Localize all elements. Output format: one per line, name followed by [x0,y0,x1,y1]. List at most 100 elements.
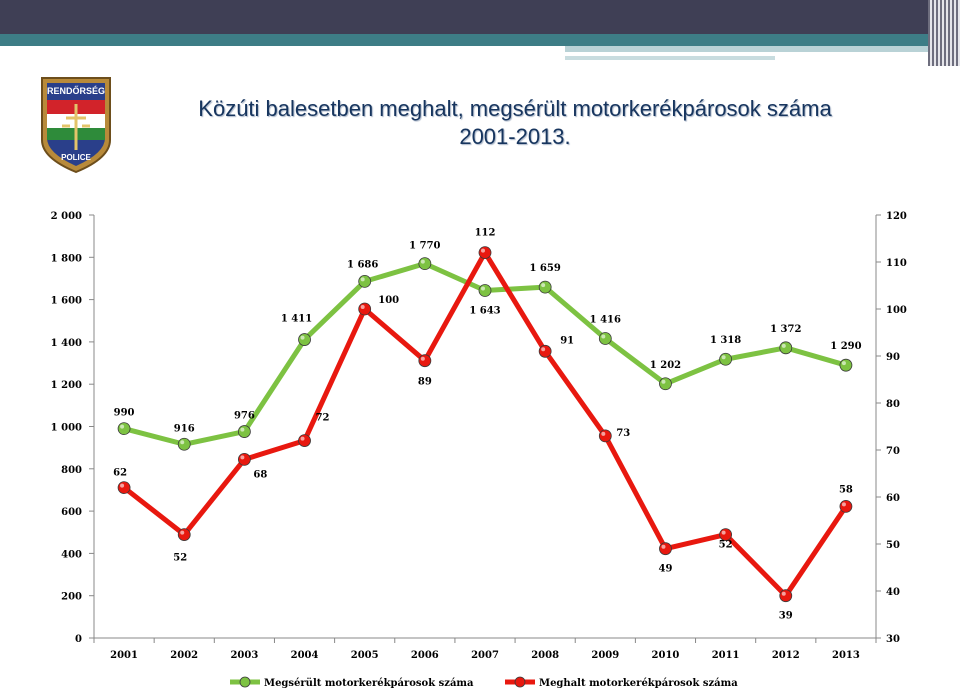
chart-axes: 0 200 400 600 800 1 000 1 200 1 400 1 600 1 800 2 … [51,211,907,661]
y-left-tick-label: 800 [61,465,82,476]
killed-point-highlight [120,483,125,488]
title-line-1: Közúti balesetben meghalt, megsérült mot… [198,96,832,121]
killed-point [839,499,853,513]
killed-data-label: 39 [779,611,793,622]
killed-point [177,528,191,542]
killed-point-highlight [180,530,185,535]
injured-data-label: 1 643 [469,306,500,317]
x-tick-label: 2005 [351,650,379,661]
killed-line [122,250,848,599]
page-title: Közúti balesetben meghalt, megsérült mot… [130,95,900,151]
injured-point [117,422,131,436]
teal-stripe-light [565,46,930,52]
injured-data-label: 916 [174,423,195,434]
killed-point [538,344,552,358]
injured-point [598,332,612,345]
x-tick-label: 2002 [170,650,198,661]
teal-stripe [0,34,930,46]
killed-data-label: 62 [113,468,127,479]
killed-point-highlight [841,502,846,507]
injured-data-label: 1 411 [281,314,312,325]
killed-data-label: 91 [560,335,574,346]
legend-killed-label: Meghalt motorkerékpárosok száma [539,678,738,689]
killed-data-label: 58 [839,484,853,495]
chart-legend: Megsérült motorkerékpárosok száma Meghalt… [230,676,738,689]
killed-data-label: 89 [418,377,432,388]
x-tick-label: 2011 [712,650,740,661]
injured-point-highlight [541,283,546,288]
killed-point-highlight [541,347,546,352]
y-left-tick-label: 1 600 [51,296,82,307]
injured-point-highlight [661,379,666,384]
killed-point-highlight [360,305,365,309]
injured-point [237,425,251,438]
killed-data-label: 52 [719,540,733,551]
injured-point [839,358,853,372]
x-tick-label: 2003 [230,650,258,661]
killed-point-highlight [420,356,425,361]
injured-point [418,257,432,271]
x-tick-label: 2010 [652,650,680,661]
killed-data-label: 49 [659,564,673,575]
y-left-tick-label: 400 [61,549,82,560]
x-tick-label: 2009 [591,650,619,661]
injured-point-highlight [300,335,305,340]
injured-point-highlight [781,343,786,348]
x-tick-label: 2013 [832,650,860,661]
x-tick-label: 2004 [291,650,319,661]
legend-killed-swatch-point [514,676,526,688]
x-tick-label: 2006 [411,650,439,661]
killed-point [117,481,131,495]
corner-stripes [928,0,960,66]
killed-data-label: 72 [316,413,330,424]
killed-data-label: 100 [378,295,399,306]
series-killed [117,246,853,603]
injured-point [538,280,552,294]
y-right-tick-label: 120 [886,211,907,222]
injured-data-label: 1 202 [650,360,681,371]
x-tick-label: 2012 [772,650,800,661]
logo-text-bottom: POLICE [61,153,91,162]
injured-point [298,333,311,346]
killed-point [478,246,492,259]
data-labels: 990 916 976 1 411 1 686 1 770 1 643 1 659 1 416 1… [113,228,861,622]
teal-stripe-lighter [565,56,775,60]
injured-point-highlight [360,277,365,282]
killed-point-highlight [721,530,726,535]
legend-injured-label: Megsérült motorkerékpárosok száma [264,678,474,689]
injured-point [779,341,793,355]
injured-data-label: 1 659 [529,263,560,274]
title-line-2: 2001-2013. [459,124,571,149]
injured-point-highlight [180,440,185,445]
y-right-tick-label: 30 [886,634,900,645]
x-tick-label: 2007 [471,650,499,661]
killed-data-label: 68 [253,469,267,480]
y-right-tick-label: 110 [886,258,907,269]
series-injured [117,257,853,451]
killed-point [237,452,251,466]
killed-point [598,429,612,443]
killed-data-label: 73 [616,428,630,439]
y-left-tick-label: 1 200 [51,380,82,391]
injured-data-label: 1 770 [409,241,440,252]
injured-data-label: 976 [234,411,255,422]
line-chart: 0 200 400 600 800 1 000 1 200 1 400 1 600 1 800 2 … [51,211,907,689]
legend-injured-swatch-point [239,676,251,688]
killed-data-label: 112 [475,228,496,239]
police-badge-logo: RENDŐRSÉG POLICE [41,77,111,174]
y-left-tick-label: 0 [75,634,82,645]
injured-point [358,275,372,288]
y-left-tick-label: 1 000 [51,423,82,434]
y-right-tick-label: 40 [886,587,900,598]
injured-data-label: 990 [114,408,135,419]
killed-point [418,354,432,368]
y-left-tick-label: 600 [61,507,82,518]
y-left-tick-label: 2 000 [51,211,82,222]
y-right-tick-label: 80 [886,399,900,410]
injured-point [719,352,733,366]
injured-point [177,437,191,451]
killed-point-highlight [481,248,485,253]
injured-point-highlight [481,286,485,291]
injured-data-label: 1 686 [347,259,378,270]
killed-point [779,589,793,603]
